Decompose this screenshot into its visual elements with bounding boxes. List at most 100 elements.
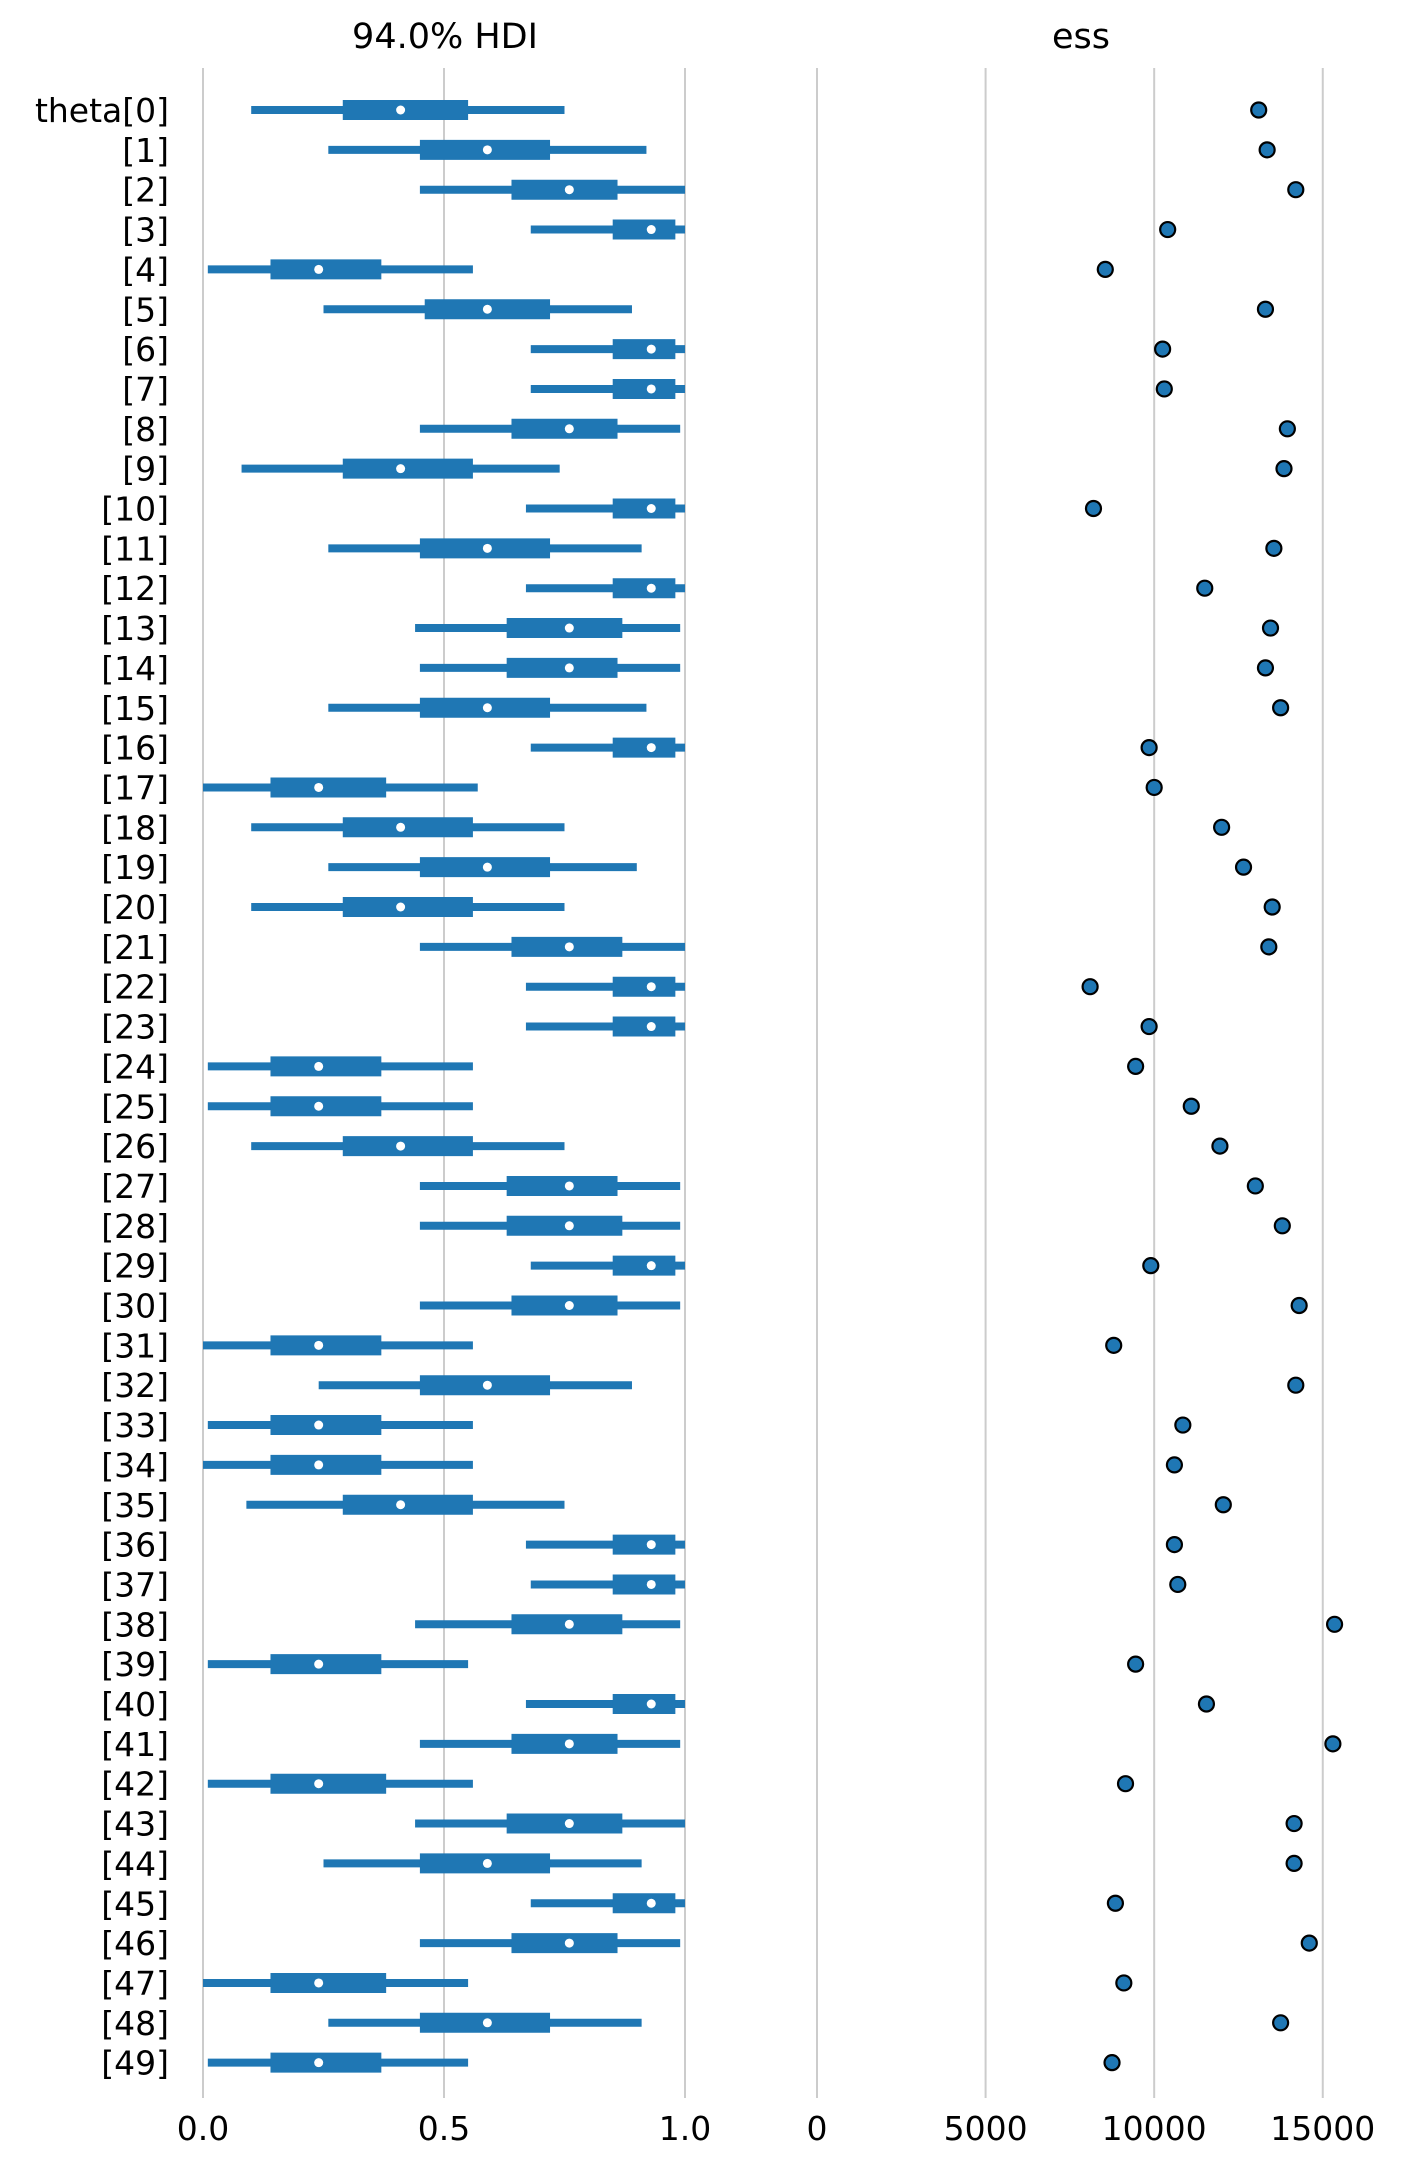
median-point	[564, 942, 574, 952]
median-point	[564, 185, 574, 195]
row-label: [36]	[101, 1526, 169, 1565]
ess-point	[1234, 858, 1253, 876]
hdi-x-tick-label: 0.5	[418, 2109, 470, 2148]
row-label: [17]	[101, 768, 169, 807]
median-point	[646, 384, 656, 394]
label-layer: 0.0 0.5 1.0 0 5000 10000 15000theta[0][1][2][3…	[35, 91, 1375, 2148]
ess-point	[1263, 898, 1281, 916]
row-label: [15]	[101, 689, 169, 728]
row-label: [31]	[101, 1326, 169, 1365]
hdi-x-tick-label: 1.0	[659, 2109, 711, 2148]
ess-point	[1300, 1934, 1318, 1952]
ess-point	[1275, 460, 1293, 478]
ess-point	[1165, 1456, 1184, 1474]
row-label: [10]	[101, 490, 169, 529]
row-label: [37]	[101, 1565, 169, 1604]
row-label: [24]	[101, 1047, 169, 1086]
median-point	[564, 1938, 574, 1948]
median-point	[314, 1460, 324, 1470]
row-label: [23]	[101, 1008, 169, 1047]
row-label: [21]	[101, 928, 169, 967]
ess-point	[1290, 1296, 1308, 1315]
ess-point	[1096, 260, 1114, 278]
median-point	[646, 1898, 656, 1908]
ess-x-tick-label: 15000	[1270, 2109, 1375, 2148]
row-label: [40]	[101, 1685, 169, 1724]
row-label: [48]	[101, 2004, 169, 2043]
ess-point	[1273, 1217, 1291, 1235]
median-point	[646, 504, 656, 513]
ess-point	[1127, 1655, 1145, 1673]
median-point	[564, 1739, 574, 1749]
ess-point	[1115, 1974, 1133, 1992]
ess-point	[1155, 380, 1173, 398]
median-point	[314, 1779, 324, 1789]
row-label: [1]	[122, 131, 169, 170]
median-point	[646, 982, 656, 992]
ess-point	[1081, 978, 1099, 996]
row-label: [42]	[101, 1765, 169, 1804]
median-point	[482, 1380, 492, 1390]
median-point	[564, 663, 574, 673]
ess-point	[1324, 1735, 1342, 1753]
median-point	[314, 1659, 324, 1669]
ess-point	[1213, 818, 1231, 836]
row-label: [18]	[101, 808, 169, 847]
ess-point	[1272, 699, 1290, 717]
median-point	[564, 623, 574, 633]
ess-point	[1265, 539, 1283, 557]
ess-point	[1285, 1854, 1303, 1873]
row-label: [38]	[101, 1605, 169, 1644]
median-point	[396, 1500, 406, 1510]
row-label: [8]	[122, 410, 169, 449]
median-point	[646, 743, 656, 753]
row-label: [13]	[101, 609, 169, 648]
row-label: [25]	[101, 1087, 169, 1126]
ess-point	[1145, 778, 1163, 797]
ess-point	[1250, 101, 1268, 119]
median-point	[314, 264, 324, 274]
median-point	[396, 822, 406, 832]
median-point	[564, 1301, 574, 1310]
ess-point	[1140, 1017, 1158, 1036]
row-label: [32]	[101, 1366, 169, 1405]
row-label: [41]	[101, 1725, 169, 1764]
median-point	[482, 145, 492, 155]
ess-point	[1106, 1894, 1125, 1912]
hdi-x-tick-label: 0.0	[177, 2109, 229, 2148]
row-label: [5]	[122, 290, 169, 329]
ess-point	[1165, 1535, 1184, 1554]
median-point	[314, 1101, 324, 1111]
median-point	[646, 583, 656, 593]
ess-x-tick-label: 5000	[944, 2109, 1028, 2148]
row-label: [11]	[101, 529, 169, 568]
median-point	[646, 344, 656, 354]
median-point	[396, 902, 406, 912]
ess-point	[1196, 579, 1214, 597]
row-label: [7]	[122, 370, 169, 409]
median-point	[482, 543, 492, 553]
ess-point	[1140, 738, 1158, 757]
ess-point	[1116, 1775, 1135, 1793]
row-label: [4]	[122, 250, 169, 289]
ess-point	[1211, 1137, 1229, 1155]
ess-point	[1182, 1097, 1200, 1115]
ess-point	[1256, 300, 1275, 318]
ess-point	[1285, 1814, 1303, 1833]
ess-point	[1174, 1416, 1192, 1434]
row-label: [33]	[101, 1406, 169, 1445]
ess-point	[1103, 2054, 1121, 2072]
median-point	[482, 2018, 492, 2028]
median-point	[564, 1819, 574, 1829]
median-point	[646, 1699, 656, 1709]
row-label: [26]	[101, 1127, 169, 1166]
median-point	[314, 782, 324, 792]
row-label: [19]	[101, 848, 169, 887]
ess-point	[1127, 1057, 1145, 1076]
median-point	[314, 1340, 324, 1350]
ess-point	[1287, 181, 1305, 199]
median-point	[396, 1141, 406, 1151]
ess-point	[1142, 1257, 1160, 1275]
median-point	[646, 1022, 656, 1032]
median-point	[314, 1061, 324, 1071]
